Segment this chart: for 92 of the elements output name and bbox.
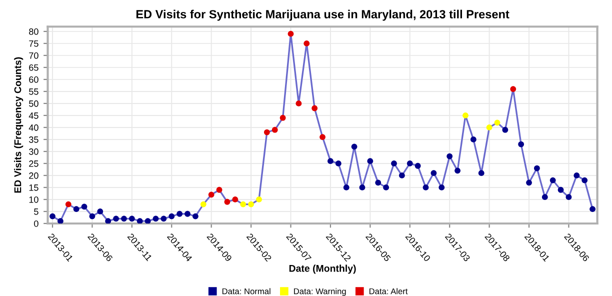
point — [288, 30, 294, 37]
point — [280, 114, 286, 121]
point — [534, 165, 540, 172]
legend-label: Data: Warning — [294, 288, 346, 296]
point — [414, 162, 421, 169]
x-axis-title: Date (Monthly) — [289, 264, 356, 274]
point — [232, 196, 238, 202]
point — [200, 201, 206, 208]
point — [438, 184, 445, 190]
point — [454, 168, 460, 174]
point — [89, 213, 96, 220]
point — [566, 194, 572, 200]
point — [383, 184, 390, 190]
point — [73, 206, 80, 212]
point — [343, 184, 350, 190]
legend-label: Data: Alert — [369, 288, 408, 294]
point — [590, 206, 596, 212]
point — [264, 129, 270, 136]
point — [359, 184, 366, 190]
point — [502, 126, 508, 133]
point — [542, 194, 548, 200]
y-tick-label: 75 — [29, 40, 38, 47]
point — [462, 112, 468, 118]
y-axis-title: ED Visits (Frequency Counts) — [14, 57, 24, 193]
point — [550, 177, 556, 184]
point — [494, 120, 500, 126]
point — [446, 153, 453, 160]
point — [430, 170, 437, 176]
y-tick-label: 55 — [29, 88, 38, 95]
y-tick-label: 80 — [29, 28, 38, 35]
y-tick-label: 50 — [29, 100, 38, 107]
point — [168, 213, 175, 220]
y-tick-label: 40 — [28, 124, 38, 131]
point — [256, 196, 262, 202]
point — [65, 201, 72, 208]
point — [312, 105, 318, 112]
y-tick-label: 45 — [28, 112, 38, 119]
point — [351, 144, 358, 150]
point — [375, 180, 382, 186]
point — [144, 218, 151, 224]
point — [57, 218, 64, 224]
point — [518, 141, 524, 148]
point — [208, 192, 214, 198]
point — [558, 186, 564, 193]
point — [184, 210, 190, 217]
point — [328, 158, 334, 164]
y-tick-label: 10 — [29, 196, 38, 203]
point — [398, 172, 405, 178]
point — [422, 184, 429, 190]
point — [526, 180, 532, 186]
point — [470, 136, 476, 142]
point — [304, 40, 310, 46]
point — [224, 198, 230, 205]
point — [192, 213, 198, 220]
point — [50, 213, 56, 220]
point — [486, 124, 492, 130]
point — [582, 177, 588, 184]
point — [320, 134, 326, 140]
y-tick-label: 30 — [29, 148, 38, 155]
point — [160, 216, 167, 222]
y-tick-label: 65 — [29, 64, 38, 71]
point — [510, 86, 516, 92]
point — [574, 172, 580, 178]
point — [216, 186, 222, 193]
point — [248, 201, 254, 208]
point — [121, 216, 127, 222]
point — [136, 218, 143, 224]
point — [105, 218, 112, 224]
point — [128, 216, 135, 222]
point — [478, 170, 484, 176]
y-tick-label: 0 — [34, 220, 38, 227]
point — [97, 208, 104, 214]
chart-title: ED Visits for Synthetic Marijuana use in Maryland, 2013 till Present — [136, 10, 510, 21]
point — [335, 160, 342, 166]
point — [176, 210, 183, 217]
y-tick-label: 20 — [29, 172, 38, 179]
y-tick-label: 25 — [29, 160, 38, 167]
point — [81, 204, 88, 210]
point — [272, 126, 278, 133]
y-tick-label: 5 — [34, 208, 38, 215]
legend-label: Data: Normal — [222, 288, 270, 294]
y-tick-label: 15 — [29, 184, 38, 191]
point — [113, 216, 119, 222]
point — [367, 158, 374, 164]
point — [406, 160, 413, 166]
point — [296, 100, 302, 106]
y-tick-label: 60 — [29, 76, 38, 83]
point — [240, 201, 246, 208]
point — [391, 160, 397, 166]
y-tick-label: 35 — [29, 136, 38, 143]
y-tick-label: 70 — [29, 52, 38, 59]
point — [152, 216, 159, 222]
